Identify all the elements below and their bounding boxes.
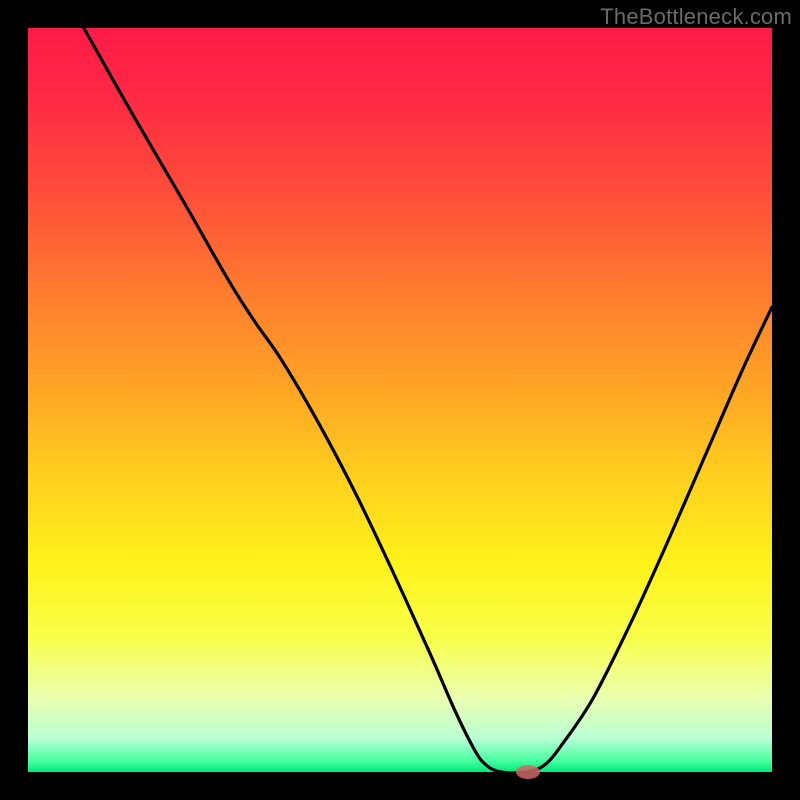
watermark-text: TheBottleneck.com	[600, 4, 792, 30]
bottleneck-chart: TheBottleneck.com	[0, 0, 800, 800]
chart-svg	[0, 0, 800, 800]
optimal-point-marker	[516, 765, 540, 779]
plot-background	[28, 28, 772, 772]
